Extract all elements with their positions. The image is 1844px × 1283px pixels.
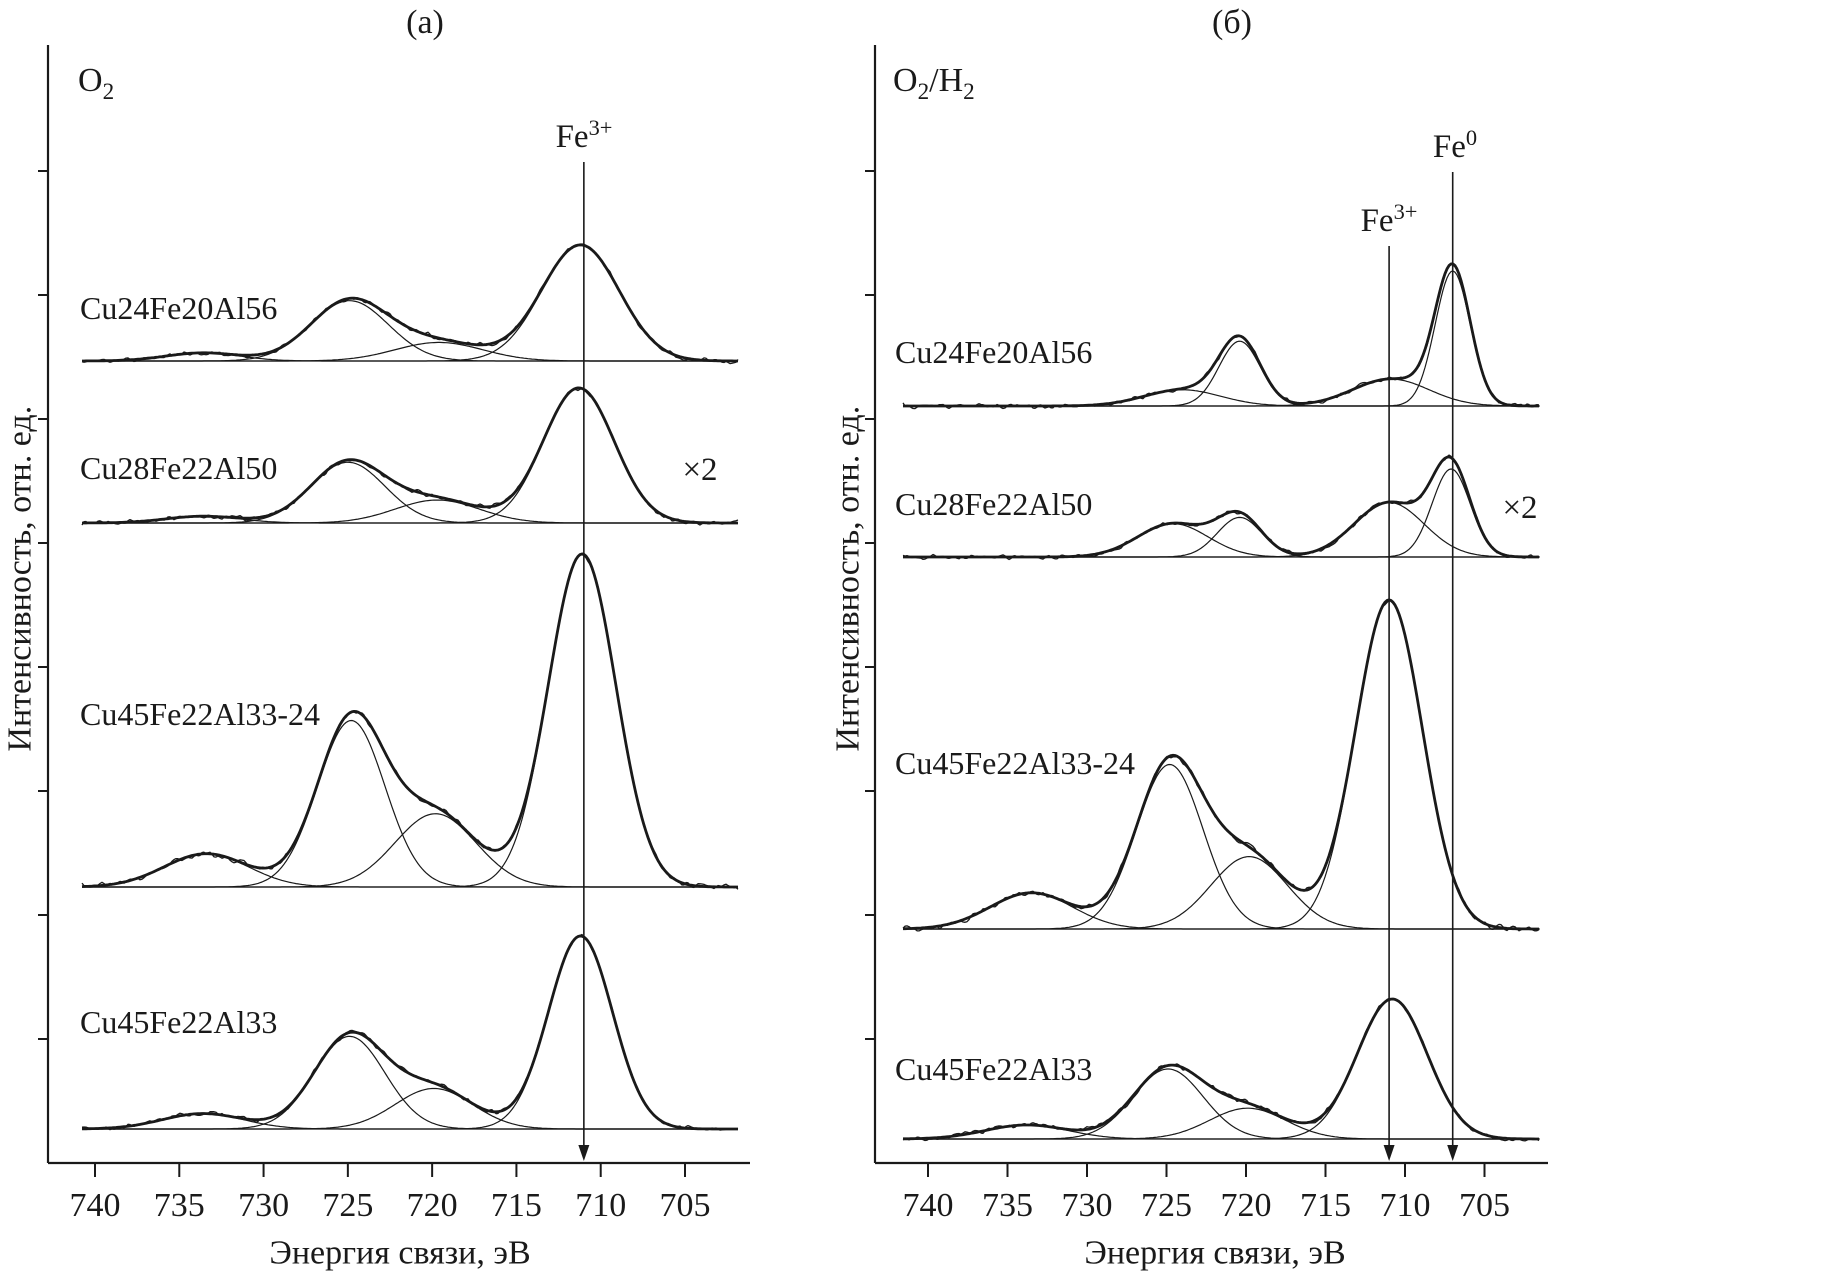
spectrum-label-b3: Cu45Fe22Al33-24 (895, 745, 1135, 781)
condition-label-o2h2: O2/H2 (893, 62, 975, 105)
x-tick-label: 730 (238, 1187, 289, 1224)
spectrum-label-b1: Cu24Fe20Al56 (895, 334, 1093, 370)
x-tick-label: 725 (322, 1187, 373, 1224)
x-tick-label: 740 (70, 1187, 121, 1224)
x-tick-label: 720 (1221, 1187, 1272, 1224)
scale-note-a: ×2 (682, 452, 718, 488)
ref-label-fe3plus-b: Fe3+ (1360, 199, 1418, 239)
y-axis-title-a: Интенсивность, отн. ед. (1, 405, 39, 752)
x-tick-label: 735 (982, 1187, 1033, 1224)
spectrum-label-b2: Cu28Fe22Al50 (895, 486, 1093, 522)
x-tick-label: 710 (1380, 1187, 1431, 1224)
x-axis-title-a: Энергия связи, эВ (269, 1234, 531, 1272)
spectrum-label-b4: Cu45Fe22Al33 (895, 1051, 1093, 1087)
x-axis-title-b: Энергия связи, эВ (1084, 1234, 1346, 1272)
x-tick-label: 705 (1459, 1187, 1510, 1224)
condition-label-o2: O2 (78, 62, 115, 105)
spectrum-label-a1: Cu24Fe20Al56 (80, 290, 278, 326)
reference-arrowhead (578, 1145, 590, 1161)
reference-arrowhead (1383, 1145, 1395, 1161)
x-tick-label: 725 (1141, 1187, 1192, 1224)
ref-label-fe3plus-a: Fe3+ (555, 115, 613, 155)
scale-note-b: ×2 (1502, 490, 1538, 526)
panel-b-title: (б) (1212, 4, 1252, 41)
x-tick-label: 715 (491, 1187, 542, 1224)
spectrum-label-a4: Cu45Fe22Al33 (80, 1004, 278, 1040)
ref-label-fe0-b: Fe0 (1432, 125, 1478, 165)
spectrum-label-a2: Cu28Fe22Al50 (80, 450, 278, 486)
y-axis-title-b: Интенсивность, отн. ед. (829, 405, 867, 752)
x-tick-label: 715 (1300, 1187, 1351, 1224)
x-tick-label: 740 (903, 1187, 954, 1224)
reference-arrowhead (1447, 1145, 1459, 1161)
x-tick-label: 710 (575, 1187, 626, 1224)
x-tick-label: 705 (659, 1187, 710, 1224)
x-tick-label: 735 (154, 1187, 205, 1224)
panel-a-title: (а) (406, 4, 444, 41)
x-tick-label: 730 (1062, 1187, 1113, 1224)
spectrum-label-a3: Cu45Fe22Al33-24 (80, 696, 320, 732)
x-tick-label: 720 (407, 1187, 458, 1224)
